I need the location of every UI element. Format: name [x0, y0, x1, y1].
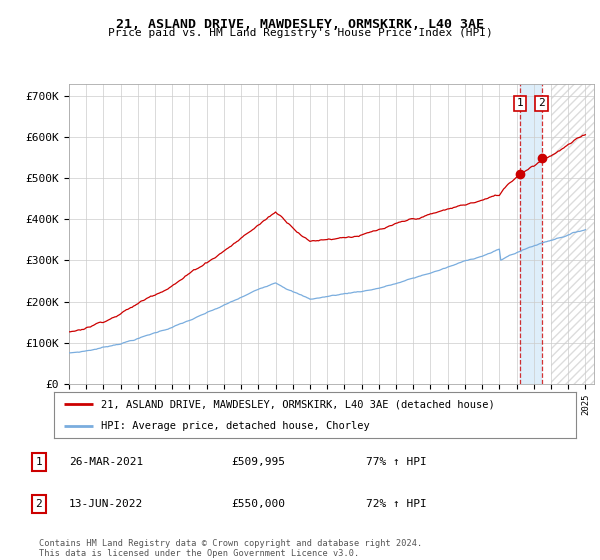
Text: 77% ↑ HPI: 77% ↑ HPI — [366, 457, 427, 466]
Text: 1: 1 — [35, 457, 43, 466]
Text: £509,995: £509,995 — [231, 457, 285, 466]
Text: 72% ↑ HPI: 72% ↑ HPI — [366, 499, 427, 508]
Text: HPI: Average price, detached house, Chorley: HPI: Average price, detached house, Chor… — [101, 421, 370, 431]
Bar — [520, 84, 541, 384]
Text: 21, ASLAND DRIVE, MAWDESLEY, ORMSKIRK, L40 3AE (detached house): 21, ASLAND DRIVE, MAWDESLEY, ORMSKIRK, L… — [101, 399, 495, 409]
Text: 26-MAR-2021: 26-MAR-2021 — [69, 457, 143, 466]
Text: £550,000: £550,000 — [231, 499, 285, 508]
Text: 21, ASLAND DRIVE, MAWDESLEY, ORMSKIRK, L40 3AE: 21, ASLAND DRIVE, MAWDESLEY, ORMSKIRK, L… — [116, 18, 484, 31]
Text: 1: 1 — [517, 99, 524, 109]
Text: 2: 2 — [35, 499, 43, 508]
Text: Price paid vs. HM Land Registry's House Price Index (HPI): Price paid vs. HM Land Registry's House … — [107, 28, 493, 38]
Text: 13-JUN-2022: 13-JUN-2022 — [69, 499, 143, 508]
Text: 2: 2 — [538, 99, 545, 109]
Text: Contains HM Land Registry data © Crown copyright and database right 2024.
This d: Contains HM Land Registry data © Crown c… — [39, 539, 422, 558]
